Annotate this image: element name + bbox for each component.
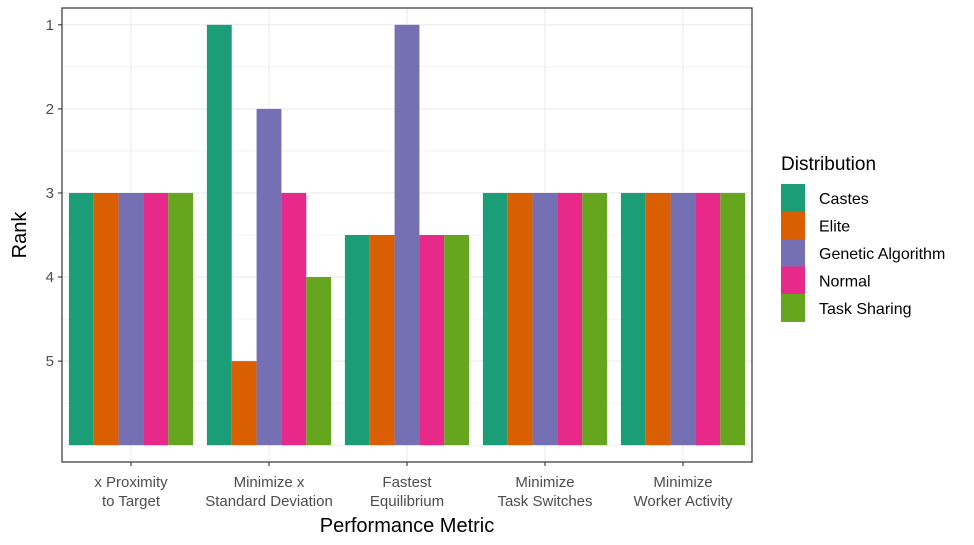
- x-tick-label-line: to Target: [102, 493, 161, 510]
- bar: [695, 192, 721, 446]
- x-axis-title: Performance Metric: [320, 515, 495, 537]
- x-tick-label-line: Fastest: [382, 474, 432, 491]
- y-tick-label: 4: [46, 269, 54, 286]
- bar: [168, 192, 194, 446]
- bar: [344, 235, 370, 446]
- bar: [68, 192, 94, 446]
- bar: [394, 24, 420, 446]
- bar: [206, 24, 232, 446]
- y-tick-label: 3: [46, 185, 54, 202]
- bar: [620, 192, 646, 446]
- y-tick-label: 1: [46, 17, 54, 34]
- bar: [557, 192, 583, 446]
- legend: Distribution Castes Elite Genetic Algorith…: [781, 154, 945, 322]
- bar: [118, 192, 144, 446]
- legend-key: [781, 211, 805, 240]
- x-tick-label-line: Standard Deviation: [205, 493, 333, 510]
- x-tick-label-line: Worker Activity: [634, 493, 733, 510]
- y-tick-label: 2: [46, 101, 54, 118]
- bar: [507, 192, 533, 446]
- x-tick-label: Fastest Equilibrium: [370, 474, 444, 510]
- legend-item-label: Normal: [819, 274, 871, 291]
- legend-item-label: Genetic Algorithm: [819, 246, 945, 263]
- x-axis-ticks: x Proximity to Target Minimize x Standard D…: [94, 462, 733, 510]
- legend-item-label: Task Sharing: [819, 301, 912, 318]
- x-tick-label-line: Minimize: [515, 474, 574, 491]
- bar: [720, 192, 746, 446]
- bar: [444, 235, 470, 446]
- legend-item-label: Elite: [819, 219, 850, 236]
- bar: [532, 192, 558, 446]
- x-tick-label-line: Task Switches: [497, 493, 592, 510]
- bar: [582, 192, 608, 446]
- bar: [93, 192, 119, 446]
- bar: [306, 277, 332, 446]
- bar: [482, 192, 508, 446]
- bar: [670, 192, 696, 446]
- legend-item-label: Castes: [819, 191, 869, 208]
- legend-key: [781, 266, 805, 295]
- bar: [256, 108, 282, 446]
- x-tick-label-line: Equilibrium: [370, 493, 444, 510]
- x-tick-label-line: Minimize x: [234, 474, 305, 491]
- x-tick-label-line: x Proximity: [94, 474, 168, 491]
- y-axis-title: Rank: [9, 211, 31, 259]
- legend-title: Distribution: [781, 154, 876, 175]
- bar: [419, 235, 445, 446]
- x-tick-label-line: Minimize: [653, 474, 712, 491]
- x-tick-label: x Proximity to Target: [94, 474, 168, 510]
- legend-key: [781, 294, 805, 322]
- x-tick-label: Minimize Worker Activity: [634, 474, 733, 510]
- bar: [281, 192, 307, 446]
- bar: [231, 361, 257, 446]
- bar: [645, 192, 671, 446]
- x-tick-label: Minimize Task Switches: [497, 474, 592, 510]
- legend-key: [781, 184, 805, 212]
- y-axis-ticks: 1 2 3 4 5: [46, 17, 62, 370]
- bar: [143, 192, 169, 446]
- legend-key: [781, 239, 805, 267]
- bars: [68, 24, 746, 446]
- x-tick-label: Minimize x Standard Deviation: [205, 474, 333, 510]
- bar: [369, 235, 395, 446]
- y-tick-label: 5: [46, 353, 54, 370]
